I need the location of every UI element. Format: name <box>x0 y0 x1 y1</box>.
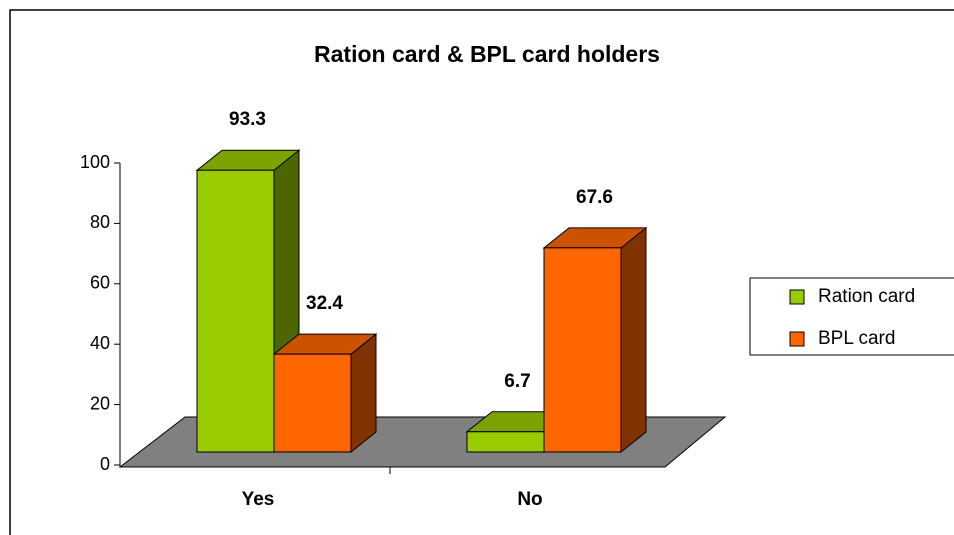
bar-front <box>543 247 622 453</box>
chart-title: Ration card & BPL card holders <box>314 41 660 67</box>
legend <box>749 277 954 356</box>
bar <box>272 333 378 454</box>
y-tick-label: 100 <box>80 152 110 172</box>
data-label: 32.4 <box>306 293 343 314</box>
bar-front <box>196 169 275 453</box>
data-label: 93.3 <box>229 109 266 130</box>
bar <box>542 226 648 454</box>
data-label: 67.6 <box>576 187 613 208</box>
legend-swatch <box>789 331 805 347</box>
bar-side <box>350 333 377 454</box>
legend-label: Ration card <box>818 286 915 307</box>
bar <box>195 149 301 454</box>
y-tick-label: 60 <box>90 273 110 293</box>
bar-front <box>466 431 545 453</box>
x-tick-label: No <box>517 489 542 510</box>
x-tick-label: Yes <box>242 489 275 510</box>
legend-swatch <box>789 289 805 305</box>
y-tick-label: 40 <box>90 333 110 353</box>
y-tick-label: 80 <box>90 212 110 232</box>
y-tick-label: 20 <box>90 393 110 413</box>
legend-label: BPL card <box>818 328 895 349</box>
bar-side <box>620 226 647 454</box>
data-label: 6.7 <box>504 371 530 392</box>
bar-front <box>273 353 352 453</box>
y-tick-label: 0 <box>100 454 110 474</box>
